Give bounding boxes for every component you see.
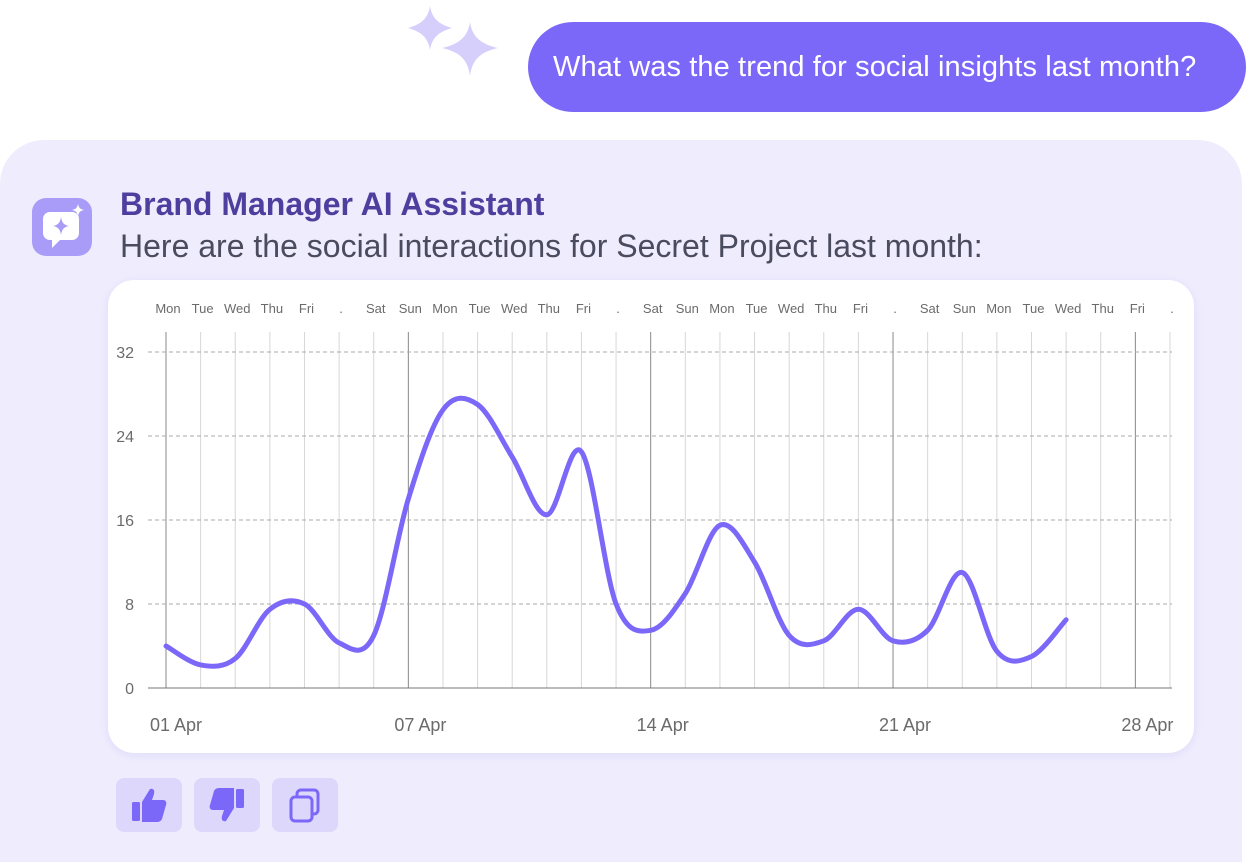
weekday-label: . — [616, 301, 620, 316]
sparkles-icon — [408, 6, 498, 76]
weekday-label: Mon — [432, 301, 457, 316]
weekday-label: Tue — [1023, 301, 1045, 316]
x-date-label: 28 Apr — [1121, 715, 1173, 735]
weekday-label: Thu — [1092, 301, 1114, 316]
like-button[interactable] — [116, 778, 182, 832]
weekday-label: Sun — [399, 301, 422, 316]
copy-button[interactable] — [272, 778, 338, 832]
weekday-label: Wed — [778, 301, 805, 316]
weekday-label: Thu — [538, 301, 560, 316]
weekday-label: Fri — [853, 301, 868, 316]
weekday-label: Sat — [920, 301, 940, 316]
weekday-label: Fri — [1130, 301, 1145, 316]
y-tick-label: 16 — [116, 513, 134, 530]
x-date-label: 14 Apr — [637, 715, 689, 735]
thumbs-up-icon — [132, 788, 167, 822]
weekday-label: . — [339, 301, 343, 316]
x-date-label: 07 Apr — [394, 715, 446, 735]
y-tick-label: 0 — [125, 681, 134, 698]
weekday-label: Tue — [469, 301, 491, 316]
x-date-label: 21 Apr — [879, 715, 931, 735]
weekday-label: Sun — [953, 301, 976, 316]
thumbs-down-icon — [209, 788, 244, 822]
assistant-message: Here are the social interactions for Sec… — [120, 228, 983, 264]
y-tick-label: 32 — [116, 345, 134, 362]
x-date-label: 01 Apr — [150, 715, 202, 735]
weekday-label: . — [1170, 301, 1174, 316]
message-actions — [116, 778, 338, 832]
weekday-label: Mon — [986, 301, 1011, 316]
y-tick-label: 24 — [116, 429, 134, 446]
y-tick-label: 8 — [125, 597, 134, 614]
user-message-text: What was the trend for social insights l… — [553, 50, 1197, 83]
weekday-label: Thu — [261, 301, 283, 316]
weekday-label: Sun — [676, 301, 699, 316]
user-message-bubble: What was the trend for social insights l… — [528, 22, 1246, 112]
weekday-label: Wed — [501, 301, 528, 316]
weekday-label: Tue — [746, 301, 768, 316]
weekday-label: Mon — [155, 301, 180, 316]
chat-sparkle-icon — [32, 198, 92, 256]
weekday-label: Tue — [192, 301, 214, 316]
copy-icon — [289, 788, 320, 823]
weekday-label: Thu — [815, 301, 837, 316]
weekday-label: Fri — [576, 301, 591, 316]
weekday-label: Fri — [299, 301, 314, 316]
series-line — [163, 395, 1069, 669]
weekday-label: . — [893, 301, 897, 316]
assistant-name: Brand Manager AI Assistant — [120, 186, 545, 222]
weekday-label: Sat — [643, 301, 663, 316]
weekday-label: Wed — [224, 301, 251, 316]
social-interactions-chart: 0 8 16 24 32 Mon Tue Wed Thu Fri. Sat Sun Mon Tue Wed T… — [116, 301, 1174, 735]
weekday-label: Wed — [1055, 301, 1082, 316]
dislike-button[interactable] — [194, 778, 260, 832]
weekday-label: Sat — [366, 301, 386, 316]
chart-card: 0 8 16 24 32 Mon Tue Wed Thu Fri. Sat Sun Mon Tue Wed T… — [108, 280, 1194, 753]
weekday-label: Mon — [709, 301, 734, 316]
